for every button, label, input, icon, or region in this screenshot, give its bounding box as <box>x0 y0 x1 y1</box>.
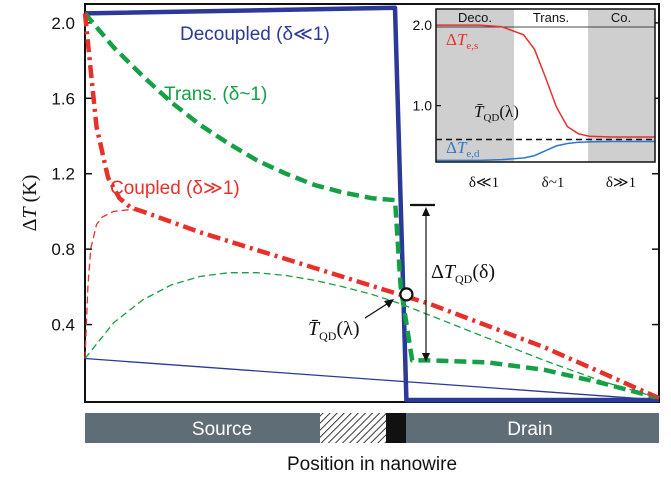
decoupled-annotation: Decoupled (δ≪1) <box>180 24 330 45</box>
main-series-group <box>82 5 660 403</box>
inset-label-tbar-qd: T̄QD(λ) <box>474 102 519 124</box>
tbar-qd-label: T̄QD(λ) <box>308 318 360 343</box>
coupled-annotation: Coupled (δ≫1) <box>110 178 240 199</box>
inset-xtick-trans: δ~1 <box>542 175 565 191</box>
source-label: Source <box>192 419 252 440</box>
inset-series-group <box>436 24 655 162</box>
trans-annotation: Trans. (δ~1) <box>164 84 267 105</box>
inset-xtick-decoupled: δ≪1 <box>469 175 499 191</box>
series-line-0 <box>84 5 659 403</box>
tbar-qd-pointer <box>364 301 391 319</box>
quantum-dot-barrier-hatch <box>320 413 386 443</box>
ytick-label-3: 0.8 <box>51 240 75 259</box>
inset-label-te-d: ΔTe,d <box>446 138 480 160</box>
quantum-dot <box>386 413 406 443</box>
inset-series-line-0 <box>436 24 655 138</box>
inset-region-trans-bg <box>514 9 588 162</box>
bracket-arrow-down <box>422 353 430 362</box>
inset-region-trans: Trans. <box>533 10 569 25</box>
ytick-label-0: 2.0 <box>51 14 75 33</box>
inset-ytick-label-1: 1.0 <box>413 98 433 114</box>
ytick-label-2: 1.2 <box>51 165 75 184</box>
ytick-label-4: 0.4 <box>51 316 75 335</box>
inset-series-line-1 <box>436 140 655 162</box>
tbar-qd-pointer-head <box>384 299 394 308</box>
ytick-label-1: 1.6 <box>51 89 75 108</box>
bracket-arrow-up <box>422 207 430 216</box>
series-line-5 <box>84 357 660 401</box>
inset-ytick-label-0: 2.0 <box>413 17 433 33</box>
series-line-3 <box>84 208 143 359</box>
series-line-2 <box>82 13 660 401</box>
inset-region-co: Co. <box>611 10 631 25</box>
y-axis-label: ΔT (K) <box>19 175 41 232</box>
qd-temperature-marker <box>399 287 414 302</box>
inset-chart: Deco. Trans. Co. 2.0 1.0 ΔTe,s T̄QD(λ) ΔT… <box>413 8 656 191</box>
inset-xtick-coupled: δ≫1 <box>606 175 636 191</box>
delta-t-qd-bracket <box>410 203 435 362</box>
drain-label: Drain <box>507 419 552 440</box>
series-line-4 <box>84 272 660 399</box>
inset-region-deco-bg <box>436 9 514 162</box>
main-axis-ticks: 2.0 1.6 1.2 0.8 0.4 <box>51 14 659 335</box>
inset-label-te-s: ΔTe,s <box>446 30 478 52</box>
delta-t-qd-label: ΔTQD(δ) <box>431 261 495 286</box>
x-axis-label: Position in nanowire <box>287 454 457 475</box>
inset-frame <box>435 8 656 163</box>
inset-region-deco: Deco. <box>458 10 492 25</box>
nanowire-bar: Source Drain <box>85 413 659 443</box>
